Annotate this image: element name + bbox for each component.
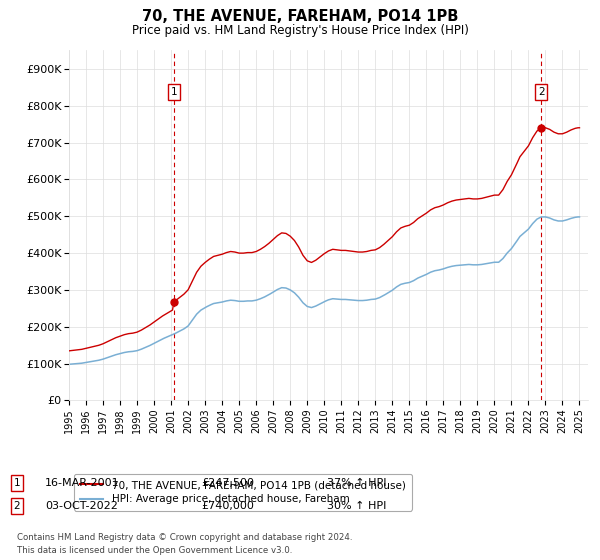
Legend: 70, THE AVENUE, FAREHAM, PO14 1PB (detached house), HPI: Average price, detached: 70, THE AVENUE, FAREHAM, PO14 1PB (detac… [74, 474, 412, 511]
Text: Price paid vs. HM Land Registry's House Price Index (HPI): Price paid vs. HM Land Registry's House … [131, 24, 469, 36]
Point [536, 123, 546, 132]
Text: 1: 1 [13, 478, 20, 488]
Text: 03-OCT-2022: 03-OCT-2022 [45, 501, 118, 511]
Text: 16-MAR-2001: 16-MAR-2001 [45, 478, 119, 488]
Point [169, 297, 179, 306]
Text: £740,000: £740,000 [201, 501, 254, 511]
Text: 2: 2 [538, 87, 545, 97]
Text: 70, THE AVENUE, FAREHAM, PO14 1PB: 70, THE AVENUE, FAREHAM, PO14 1PB [142, 9, 458, 24]
Text: 30% ↑ HPI: 30% ↑ HPI [327, 501, 386, 511]
Text: 37% ↑ HPI: 37% ↑ HPI [327, 478, 386, 488]
Text: Contains HM Land Registry data © Crown copyright and database right 2024.
This d: Contains HM Land Registry data © Crown c… [17, 533, 352, 554]
Text: 2: 2 [13, 501, 20, 511]
Text: 1: 1 [170, 87, 177, 97]
Text: £247,500: £247,500 [201, 478, 254, 488]
